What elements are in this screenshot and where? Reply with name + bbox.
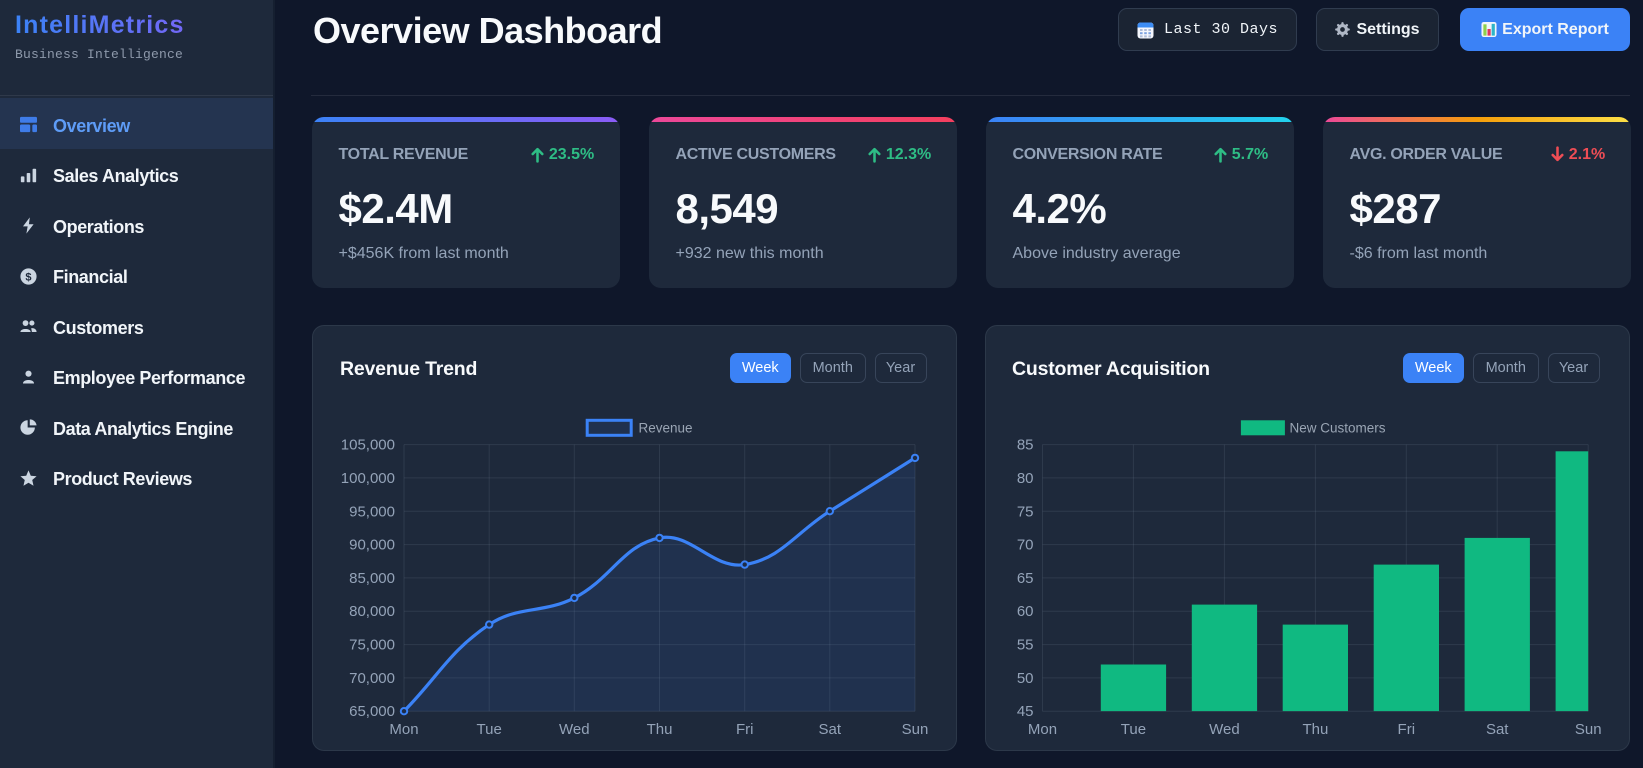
svg-text:Thu: Thu [1302,721,1328,738]
svg-text:Tue: Tue [476,721,501,738]
svg-text:95,000: 95,000 [349,503,395,520]
svg-text:Mon: Mon [389,721,418,738]
svg-text:65,000: 65,000 [349,703,395,720]
svg-text:Tue: Tue [1120,721,1145,738]
svg-text:85,000: 85,000 [349,570,395,587]
svg-text:Mon: Mon [1027,721,1056,738]
svg-text:Thu: Thu [646,721,672,738]
svg-text:90,000: 90,000 [349,537,395,554]
svg-text:60: 60 [1016,603,1033,620]
svg-text:65: 65 [1016,570,1033,587]
svg-text:Revenue: Revenue [638,421,692,436]
svg-text:Sat: Sat [818,721,841,738]
svg-text:Fri: Fri [735,721,753,738]
svg-text:100,000: 100,000 [340,470,394,487]
svg-text:75: 75 [1016,503,1033,520]
svg-text:50: 50 [1016,670,1033,687]
svg-text:Fri: Fri [1397,721,1415,738]
svg-text:75,000: 75,000 [349,637,395,654]
svg-text:45: 45 [1016,703,1033,720]
svg-text:Wed: Wed [559,721,590,738]
svg-text:80,000: 80,000 [349,603,395,620]
svg-text:Wed: Wed [1209,721,1240,738]
svg-text:Sun: Sun [1574,721,1601,738]
svg-text:55: 55 [1016,637,1033,654]
svg-text:85: 85 [1016,437,1033,454]
svg-text:70: 70 [1016,537,1033,554]
svg-text:$: $ [25,271,31,283]
svg-text:Sat: Sat [1485,721,1508,738]
svg-text:80: 80 [1016,470,1033,487]
svg-text:70,000: 70,000 [349,670,395,687]
svg-text:New Customers: New Customers [1289,421,1385,436]
svg-text:105,000: 105,000 [340,437,394,454]
svg-text:Sun: Sun [901,721,928,738]
